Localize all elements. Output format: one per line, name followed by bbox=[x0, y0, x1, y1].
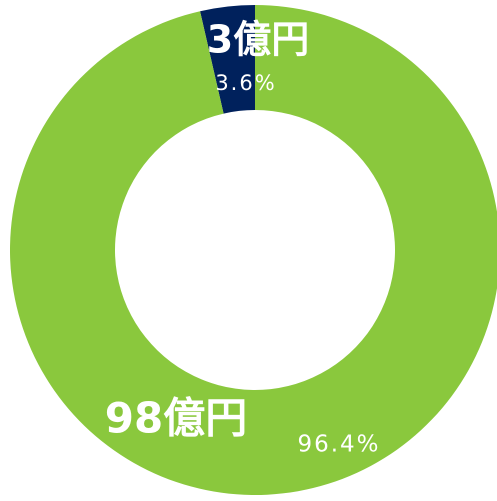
slice bbox=[200, 5, 255, 114]
slice-label: 3億円 bbox=[207, 18, 309, 62]
slice bbox=[10, 5, 497, 495]
slices bbox=[10, 5, 497, 495]
slice-percent: 96.4% bbox=[297, 432, 380, 458]
slice-label: 98億円 bbox=[105, 394, 247, 443]
slice-percent: 3.6% bbox=[215, 71, 276, 95]
